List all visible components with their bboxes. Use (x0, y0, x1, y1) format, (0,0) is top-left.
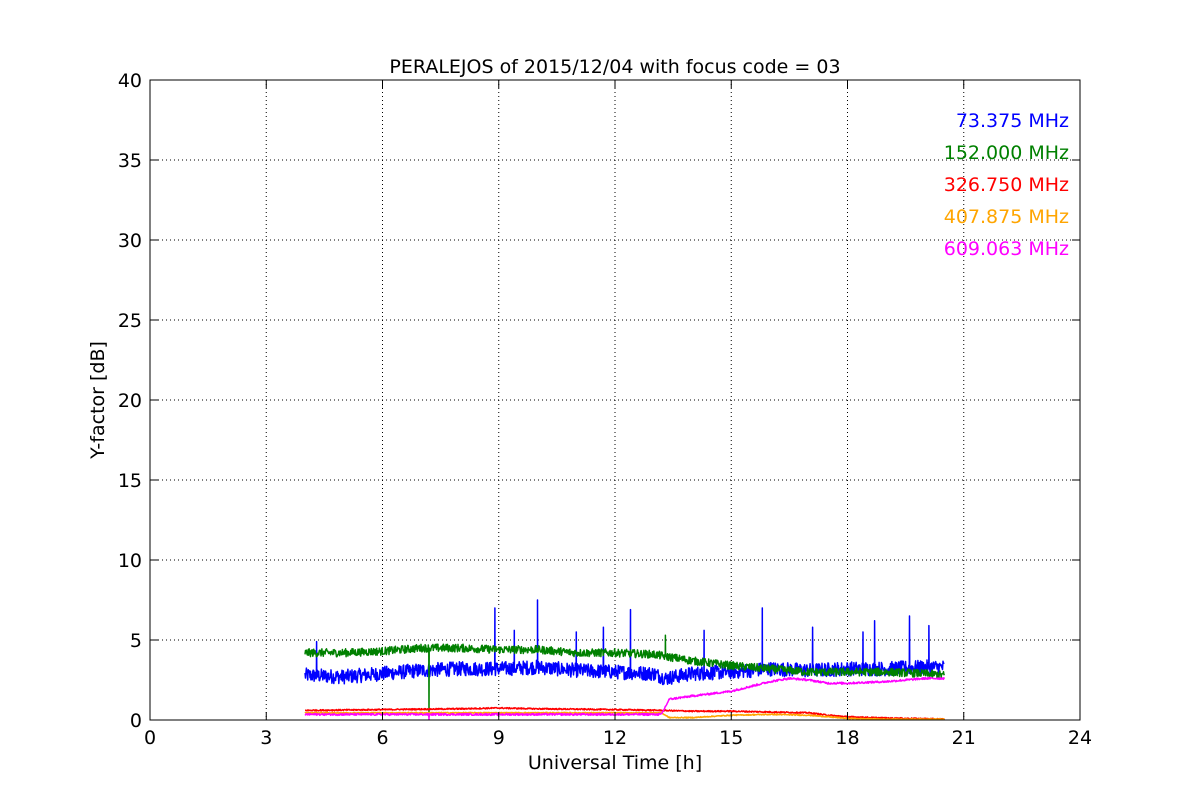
y-tick-label: 10 (118, 550, 142, 572)
y-tick-label: 0 (130, 710, 142, 732)
legend-entry: 73.375 MHz (956, 110, 1069, 132)
chart-title: PERALEJOS of 2015/12/04 with focus code … (389, 56, 840, 78)
legend-entry: 407.875 MHz (944, 206, 1069, 228)
y-tick-label: 40 (118, 70, 142, 92)
x-tick-label: 18 (835, 727, 859, 749)
legend: 73.375 MHz 152.000 MHz 326.750 MHz 407.875 … (944, 110, 1069, 260)
grid (150, 80, 1080, 720)
x-tick-label: 21 (952, 727, 976, 749)
legend-entry: 609.063 MHz (944, 238, 1069, 260)
series-line-0 (304, 599, 945, 686)
legend-entry: 152.000 MHz (944, 142, 1069, 164)
legend-entry: 326.750 MHz (944, 174, 1069, 196)
y-tick-label: 30 (118, 230, 142, 252)
x-tick-label: 3 (260, 727, 272, 749)
x-tick-label: 15 (719, 727, 743, 749)
y-tick-label: 15 (118, 470, 142, 492)
y-tick-label: 35 (118, 150, 142, 172)
x-axis-label: Universal Time [h] (528, 752, 702, 774)
x-tick-label: 12 (603, 727, 627, 749)
series-line-2 (304, 706, 945, 721)
series-line-4 (304, 676, 946, 720)
y-tick-label: 20 (118, 390, 142, 412)
x-tick-label: 0 (144, 727, 156, 749)
y-axis-label: Y-factor [dB] (87, 341, 109, 460)
tick-labels: 0 3 6 9 12 15 18 21 24 0 5 10 15 20 25 30 35 40 (118, 70, 1092, 749)
axis-ticks (149, 79, 1081, 721)
x-tick-label: 24 (1068, 727, 1092, 749)
x-tick-label: 6 (376, 727, 388, 749)
series-line-1 (304, 634, 946, 718)
series-lines (304, 599, 946, 721)
y-tick-label: 25 (118, 310, 142, 332)
series-line-3 (304, 711, 945, 721)
y-tick-label: 5 (130, 630, 142, 652)
x-tick-label: 9 (493, 727, 505, 749)
